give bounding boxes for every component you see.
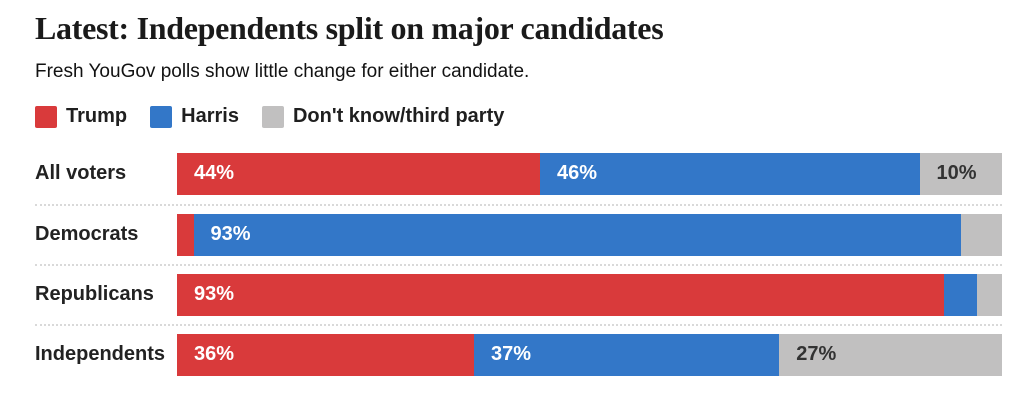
- legend-item-trump: Trump: [35, 105, 127, 128]
- legend-swatch-dont-know-third-party: [261, 105, 284, 128]
- legend-label: Harris: [181, 105, 239, 128]
- segment-value-label: 37%: [491, 343, 532, 366]
- bar-segment-dont-know-third-party: [960, 213, 1002, 256]
- bar-segment-harris: 46%: [540, 152, 920, 195]
- bar: 44% 46% 10%: [177, 152, 1002, 195]
- bar: 93%: [177, 273, 1002, 316]
- chart-row: Republicans 93%: [35, 263, 1002, 324]
- bar-segment-dont-know-third-party: [977, 273, 1002, 316]
- legend-item-harris: Harris: [150, 105, 239, 128]
- bar-segment-harris: [944, 273, 978, 316]
- bar-segment-trump: 36%: [177, 333, 474, 376]
- segment-value-label: 93%: [210, 223, 251, 246]
- chart-subtitle: Fresh YouGov polls show little change fo…: [35, 60, 530, 82]
- bar-segment-trump: 44%: [177, 152, 540, 195]
- category-label: All voters: [35, 162, 127, 185]
- bar-segment-trump: [177, 213, 194, 256]
- segment-value-label: 10%: [936, 162, 977, 185]
- bar-segment-harris: 93%: [193, 213, 961, 256]
- bar-segment-dont-know-third-party: 27%: [779, 333, 1002, 376]
- legend-item-dont-know-third-party: Don't know/third party: [261, 105, 505, 128]
- category-label: Independents: [35, 343, 166, 366]
- chart-row: Democrats 93%: [35, 203, 1002, 264]
- bar-segment-trump: 93%: [177, 273, 945, 316]
- chart-row: Independents 36% 37% 27%: [35, 323, 1002, 384]
- page-title: Latest: Independents split on major cand…: [35, 10, 664, 46]
- bar: 36% 37% 27%: [177, 333, 1002, 376]
- category-label: Republicans: [35, 283, 154, 306]
- legend-swatch-harris: [150, 105, 173, 128]
- bar: 93%: [177, 213, 1002, 256]
- segment-value-label: 46%: [557, 162, 598, 185]
- chart-row: All voters 44% 46% 10%: [35, 144, 1002, 204]
- segment-value-label: 93%: [194, 283, 235, 306]
- bar-segment-harris: 37%: [474, 333, 780, 376]
- bar-segment-dont-know-third-party: 10%: [919, 152, 1002, 195]
- legend-label: Don't know/third party: [292, 105, 505, 128]
- legend-swatch-trump: [35, 105, 57, 128]
- segment-value-label: 44%: [194, 162, 235, 185]
- stacked-bar-chart: All voters 44% 46% 10% Democrats 93% Republica…: [35, 144, 1002, 384]
- category-label: Democrats: [35, 223, 139, 246]
- legend: Trump Harris Don't know/third party: [35, 105, 1002, 129]
- segment-value-label: 36%: [194, 343, 235, 366]
- segment-value-label: 27%: [796, 343, 837, 366]
- legend-label: Trump: [66, 105, 128, 128]
